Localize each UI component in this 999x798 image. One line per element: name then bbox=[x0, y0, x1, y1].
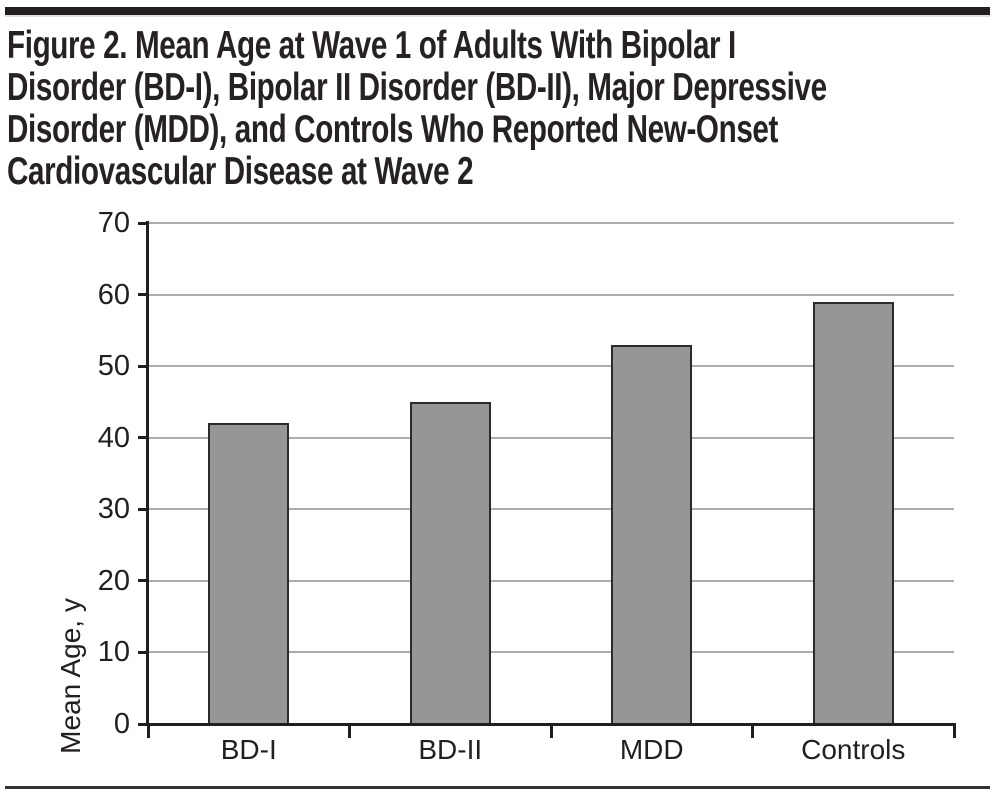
y-tick-label: 0 bbox=[113, 708, 130, 740]
bar-bd-i bbox=[208, 423, 290, 724]
y-tick bbox=[138, 436, 148, 440]
y-tick bbox=[138, 579, 148, 583]
x-tick bbox=[952, 725, 956, 738]
figure-title: Figure 2. Mean Age at Wave 1 of Adults W… bbox=[7, 25, 999, 193]
bar-mdd bbox=[611, 344, 693, 724]
x-tick bbox=[751, 725, 754, 738]
y-axis-line bbox=[146, 221, 149, 726]
y-tick-label: 10 bbox=[97, 636, 130, 669]
figure-title-line: Cardiovascular Disease at Wave 2 bbox=[7, 150, 474, 193]
y-tick bbox=[138, 221, 148, 225]
bar-controls bbox=[812, 301, 894, 724]
y-tick bbox=[138, 364, 148, 368]
x-tick bbox=[549, 725, 553, 738]
figure-title-line: Disorder (MDD), and Controls Who Reporte… bbox=[7, 108, 779, 151]
y-tick bbox=[138, 293, 148, 297]
x-tick-label-mdd: MDD bbox=[619, 734, 684, 765]
bar-bd-ii bbox=[409, 401, 491, 724]
y-tick bbox=[138, 507, 148, 511]
figure-title-line: Disorder (BD-I), Bipolar II Disorder (BD… bbox=[7, 66, 827, 109]
y-tick-label: 30 bbox=[97, 493, 130, 526]
bottom-rule bbox=[5, 786, 990, 789]
y-tick-label: 50 bbox=[97, 350, 130, 383]
gridline bbox=[148, 651, 954, 654]
y-tick-label: 40 bbox=[97, 421, 130, 454]
x-tick-label-bd-i: BD-I bbox=[220, 734, 277, 765]
y-tick-label: 20 bbox=[97, 564, 130, 597]
top-rule bbox=[5, 7, 990, 15]
gridline bbox=[148, 579, 954, 582]
y-tick bbox=[138, 722, 148, 726]
x-tick-label-bd-ii: BD-II bbox=[418, 734, 483, 765]
y-tick-label: 60 bbox=[97, 278, 130, 311]
x-tick bbox=[348, 725, 351, 738]
figure-title-line: Figure 2. Mean Age at Wave 1 of Adults W… bbox=[7, 24, 736, 67]
gridline bbox=[148, 293, 954, 296]
x-tick bbox=[146, 725, 150, 738]
y-tick bbox=[138, 650, 148, 654]
gridline bbox=[148, 508, 954, 511]
gridline bbox=[148, 365, 954, 368]
gridline bbox=[148, 436, 954, 439]
x-tick-label-controls: Controls bbox=[801, 734, 906, 765]
gridline bbox=[148, 222, 954, 224]
y-tick-label: 70 bbox=[97, 207, 130, 239]
x-axis-line bbox=[146, 723, 956, 726]
bar-chart: Mean Age, y 0 10 20 30 40 50 60 70 BD-I BD-II MDD C… bbox=[0, 200, 999, 790]
